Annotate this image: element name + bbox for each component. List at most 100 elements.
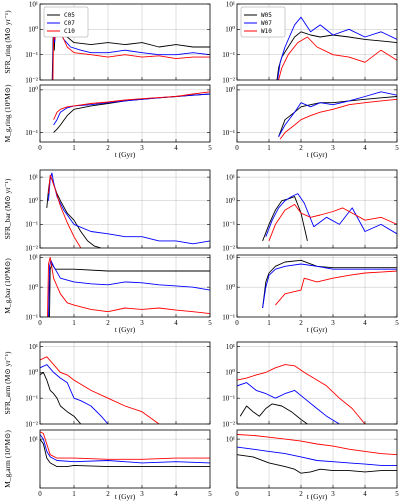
series-line-c07 [53,93,210,126]
series-line-w05 [278,96,397,137]
axes-frame [236,429,398,489]
y-tick-label: 10⁻² [25,244,38,252]
axes-frame [236,254,398,318]
y-tick-label: 10⁻¹ [222,313,235,321]
x-axis-label: t (Gyr) [307,492,328,501]
axes-frame [236,3,398,81]
y-tick-label: 10⁰ [225,86,235,94]
y-axis-label: SFR_ring (M⊙ yr⁻¹) [3,10,12,74]
y-axis-label: SFR_bar (M⊙ yr⁻¹) [3,178,12,239]
x-tick-label: 4 [174,144,178,152]
y-tick-label: 10⁻¹ [25,394,38,402]
x-tick-label: 3 [331,319,335,327]
x-tick-label: 4 [174,319,178,327]
y-tick-label: 10⁰ [28,369,38,377]
legend-label-w07: W07 [261,20,272,27]
series-line-w05 [262,196,308,242]
series-line-w10 [275,270,397,306]
x-tick-label: 3 [140,319,144,327]
axes-frame [39,84,211,143]
y-tick-label: 10⁰ [225,369,235,377]
panel-r1-c1: 10⁻¹ 10⁰ 0 1 2 3 4 5 t (Gyr) [222,84,399,159]
y-axis-label: M_g,arm (10⁹M⊙) [3,430,12,488]
series-line-w07 [277,16,397,80]
x-tick-label: 0 [235,490,239,498]
y-tick-label: 10⁻¹ [25,129,38,137]
x-tick-label: 3 [331,490,335,498]
y-tick-label: 10⁻¹ [222,221,235,229]
series-line-c10 [40,431,210,460]
series-group [53,91,210,133]
series-line-w05 [239,403,308,424]
series-group [46,172,210,248]
panel-r4-c0: 10⁻² 10⁻¹ 10⁰ 10¹ [25,341,211,428]
series-group [47,256,210,317]
y-tick-label: 10⁰ [28,26,38,34]
y-tick-label: 10⁰ [225,197,235,205]
panel-r5-c1: 10¹ 0 1 2 3 4 5 t (Gyr) [226,429,399,501]
x-axis-label: t (Gyr) [307,150,328,159]
x-tick-label: 2 [106,490,110,498]
x-tick-label: 3 [140,490,144,498]
x-tick-label: 4 [363,319,367,327]
x-tick-label: 5 [395,144,399,152]
x-tick-label: 5 [208,144,212,152]
y-tick-label: 10¹ [29,435,38,443]
y-tick-label: 10¹ [29,343,38,351]
panel-r3-c0: 10⁻¹ 10⁰ 10¹ 0 1 2 3 4 5 t (Gyr) [25,254,212,334]
panel-r0-c0: 10⁻² 10⁻¹ 10⁰ 10¹ [25,0,211,84]
series-line-c07 [40,364,109,424]
x-tick-label: 1 [267,144,271,152]
x-axis-label: t (Gyr) [307,325,328,334]
axes-frame [236,84,398,143]
y-tick-label: 10¹ [226,343,235,351]
series-line-c07 [48,259,210,317]
panel-r1-c0: 10⁻¹ 10⁰ 0 1 2 3 4 5 t (Gyr) [25,84,212,159]
panel-r5-c0: 10¹ 0 1 2 3 4 5 t (Gyr) [29,429,212,501]
axes-frame [39,3,211,81]
series-line-w05 [276,31,397,80]
x-tick-label: 2 [299,490,303,498]
y-tick-label: 10⁻¹ [25,221,38,229]
x-axis-label: t (Gyr) [115,492,136,501]
series-line-c10 [48,174,82,248]
y-tick-label: 10⁰ [28,86,38,94]
y-tick-label: 10¹ [29,254,38,262]
x-tick-label: 1 [267,319,271,327]
y-axis-label: M_g,bar (10⁹M⊙) [3,258,12,314]
y-tick-label: 10¹ [226,435,235,443]
y-axis-label: M_g,ring (10⁹M⊙) [3,84,12,143]
series-line-c07 [48,172,210,245]
x-tick-label: 0 [38,319,42,327]
series-line-w07 [262,263,397,309]
y-tick-label: 10⁻¹ [222,394,235,402]
series-line-w07 [237,382,340,424]
x-tick-label: 1 [72,490,76,498]
y-tick-label: 10⁰ [225,283,235,291]
x-tick-label: 3 [140,144,144,152]
axes-frame [39,429,211,489]
panel-r0-c1: 10⁻² 10⁻¹ 10⁰ 10¹ [222,0,398,84]
series-line-c10 [53,91,210,120]
series-line-w07 [237,446,397,466]
legend-label-c05: C05 [64,12,75,19]
x-tick-label: 4 [174,490,178,498]
y-tick-label: 10¹ [226,254,235,262]
x-tick-label: 2 [299,144,303,152]
x-tick-label: 1 [72,144,76,152]
y-tick-label: 10⁻¹ [25,313,38,321]
y-tick-label: 10⁻² [222,244,235,252]
legend-label-w05: W05 [261,12,272,19]
series-line-c05 [40,438,210,468]
y-tick-label: 10¹ [29,173,38,181]
y-tick-label: 10¹ [226,173,235,181]
series-line-w10 [278,36,397,80]
legend-label-c10: C10 [64,28,75,35]
series-line-w10 [268,203,397,242]
axes-frame [236,169,398,249]
series-group [237,434,397,474]
axes-frame [39,254,211,318]
x-tick-label: 0 [38,490,42,498]
x-tick-label: 0 [235,144,239,152]
